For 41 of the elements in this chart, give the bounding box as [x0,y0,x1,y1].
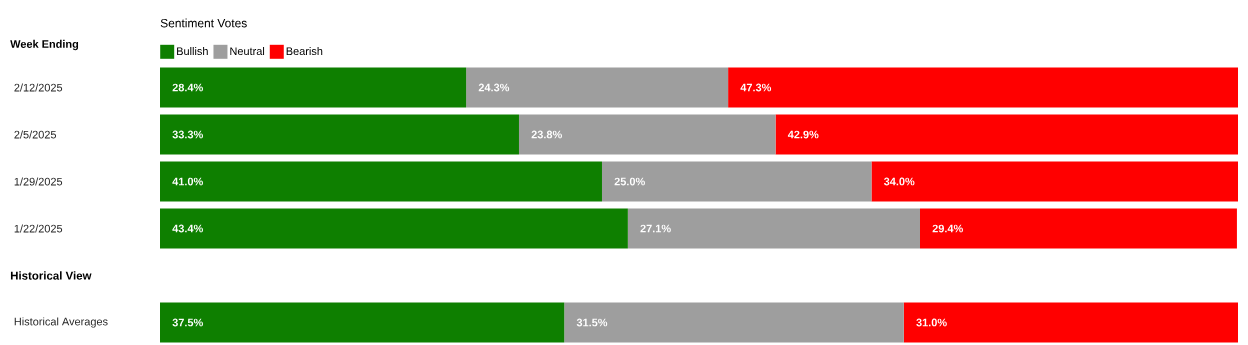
data-label: 41.0% [172,177,203,186]
bar [160,161,602,202]
bar [728,67,1238,108]
bar [160,67,467,108]
text: Historical View [10,271,92,280]
data-label: 28.4% [172,83,203,92]
bar [627,208,920,249]
legend-title: Sentiment Votes [160,18,247,28]
bar [160,114,519,155]
bar [160,208,628,249]
y-axis-title: Week Ending [10,39,79,51]
data-label: 31.0% [916,318,947,327]
y-tick-label: 1/29/2025 [14,177,63,186]
data-label: 37.5% [172,318,203,327]
bar [871,161,1238,202]
data-label: 23.8% [531,130,562,139]
bar [466,67,729,108]
bar [919,208,1237,249]
legend-label: Bearish [286,47,323,56]
data-label: 24.3% [478,83,510,92]
legend-label: Neutral [230,47,265,56]
data-label: 47.3% [740,83,772,92]
data-label: 34.0% [883,177,915,186]
bar [160,302,565,343]
bar [601,161,872,202]
data-label: 27.1% [640,224,671,233]
y-tick-label: 2/5/2025 [14,130,57,139]
data-label: 43.4% [172,224,203,233]
bar [564,302,904,343]
data-label: 31.5% [576,318,608,327]
y-tick-label: Historical Averages [14,317,108,328]
bar [775,114,1238,155]
y-tick-label: 1/22/2025 [14,224,63,233]
data-label: 33.3% [172,130,203,139]
y-tick-label: 2/12/2025 [14,83,63,92]
bar [903,302,1238,343]
data-label: 42.9% [787,130,819,139]
legend-label: Bullish [177,47,208,56]
data-label: 29.4% [932,224,963,233]
data-label: 25.0% [614,177,645,186]
bar [518,114,776,155]
